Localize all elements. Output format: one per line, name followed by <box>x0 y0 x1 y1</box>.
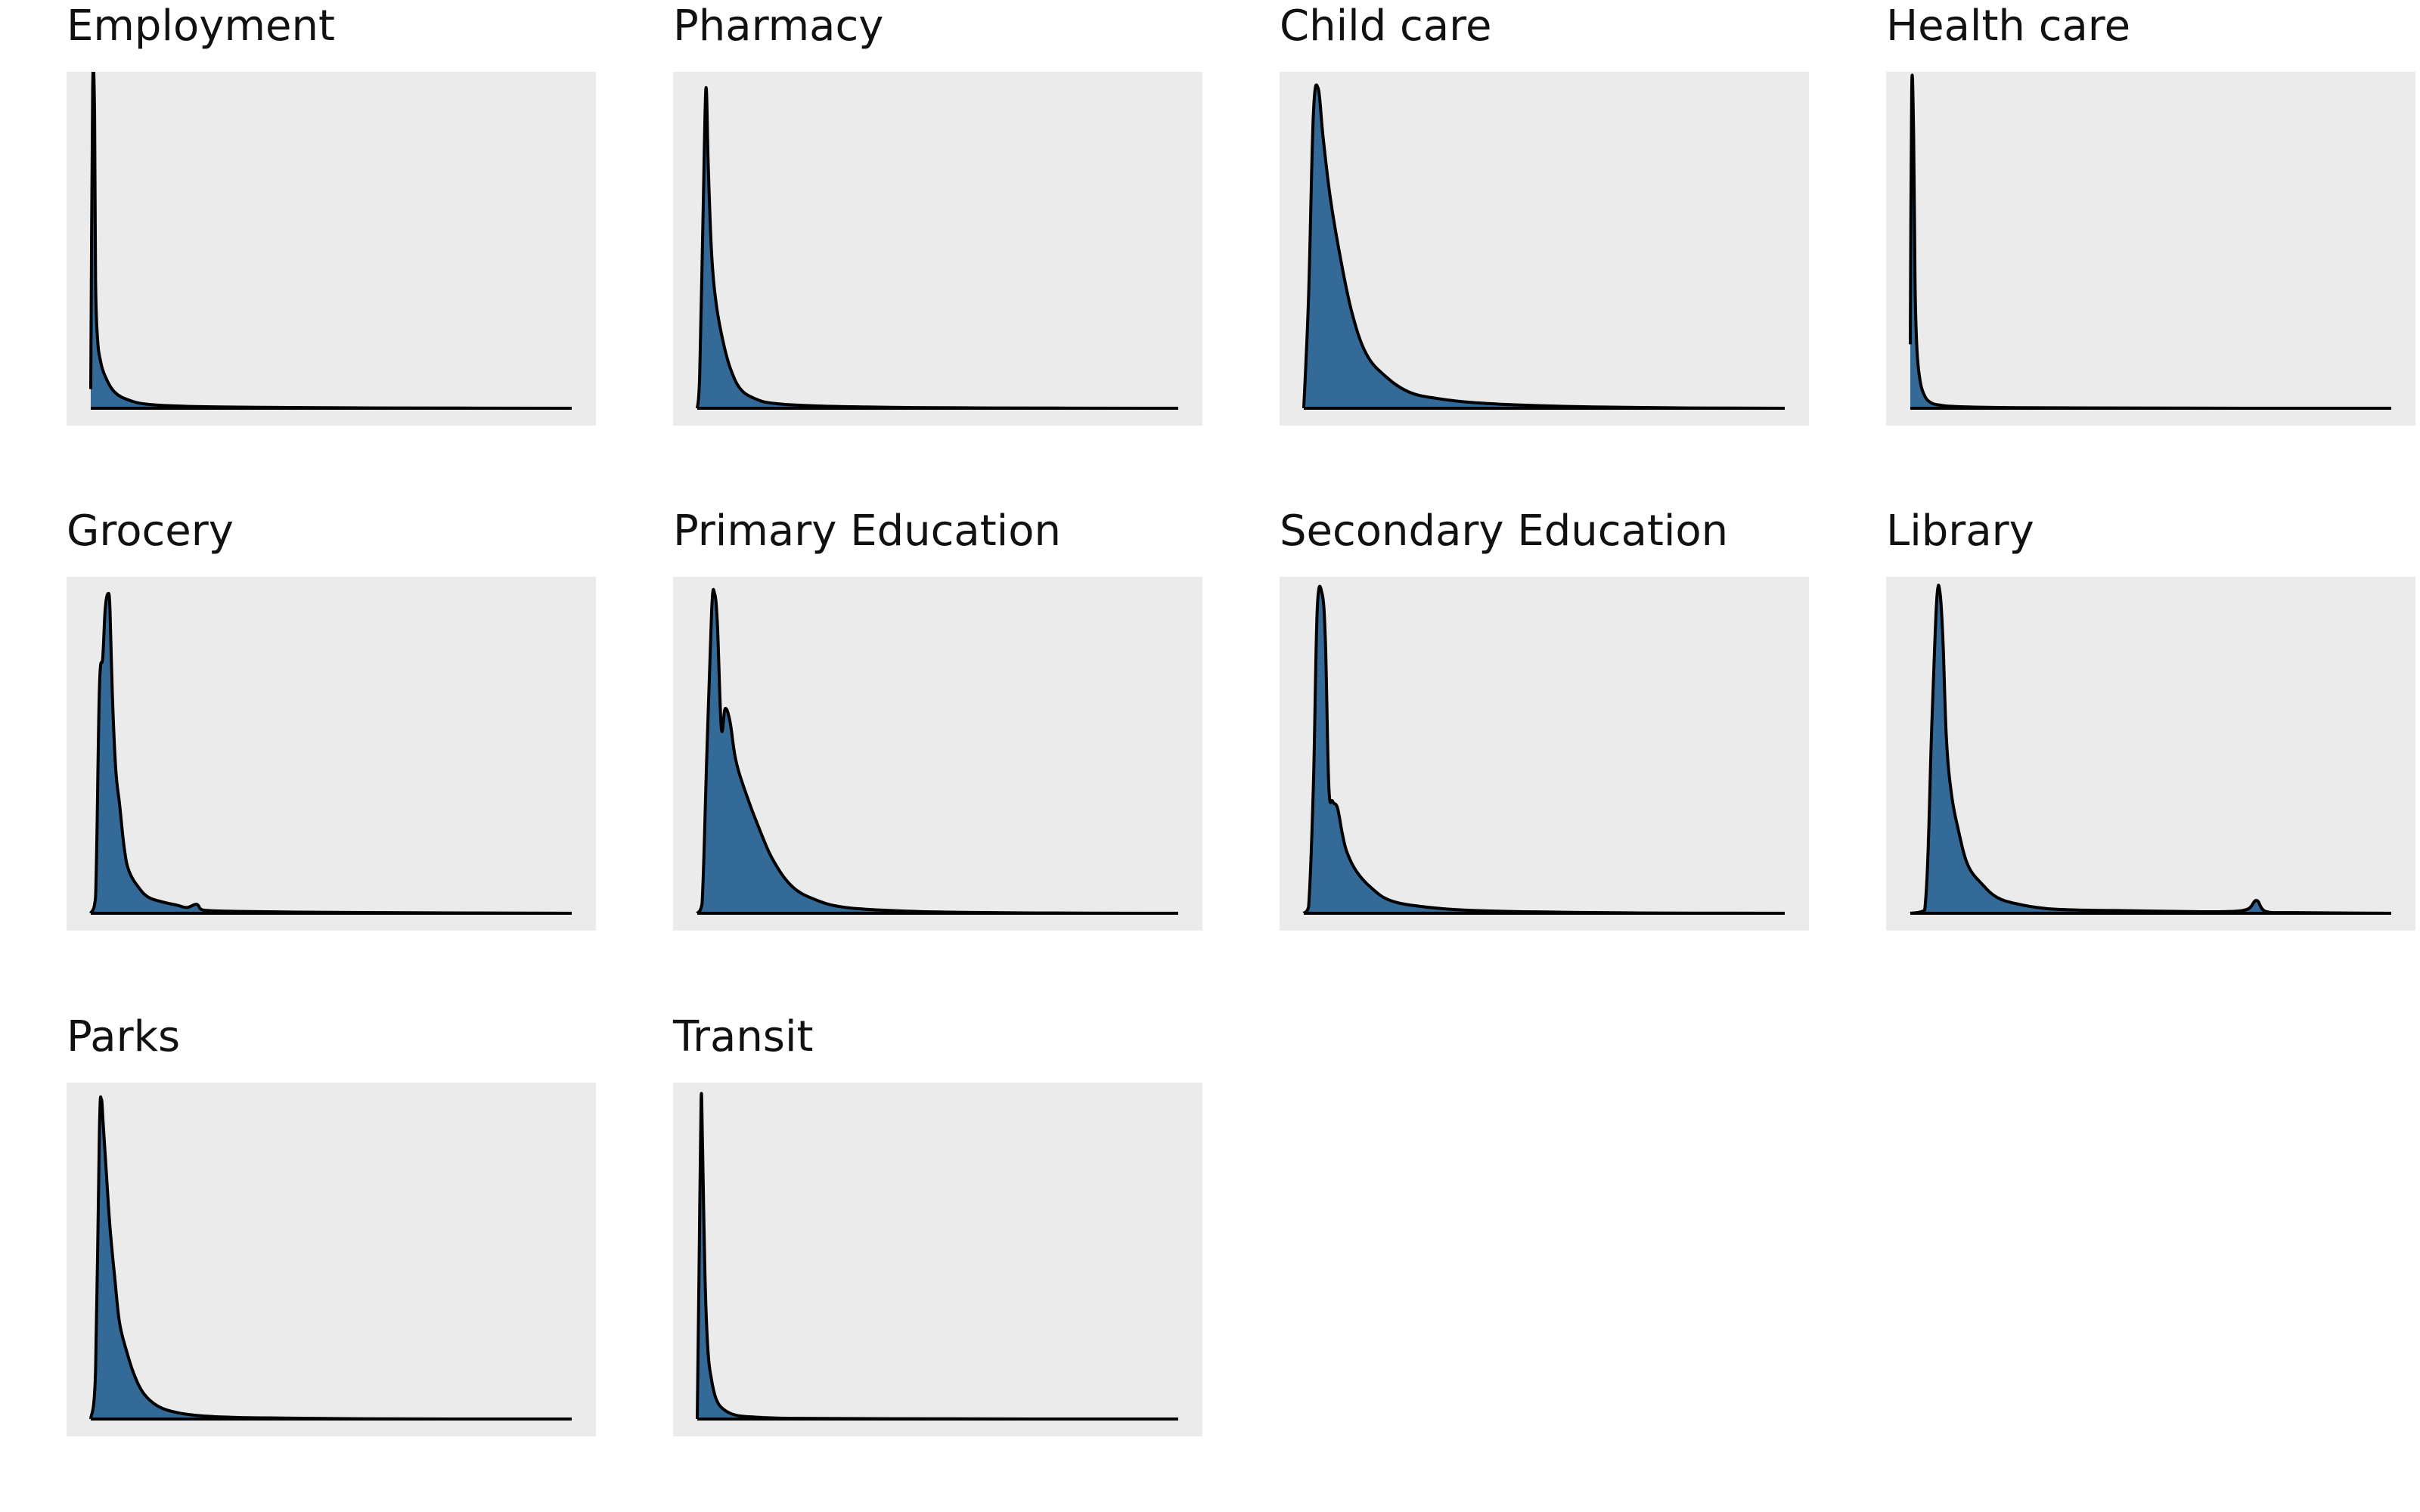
plot-background <box>67 577 596 931</box>
plot-background <box>1886 72 2415 426</box>
density-plot <box>67 1083 596 1436</box>
panel-title: Grocery <box>67 507 234 556</box>
density-plot <box>67 72 596 426</box>
density-plot <box>673 577 1202 931</box>
density-area <box>697 589 1178 913</box>
panel-title: Child care <box>1280 2 1492 51</box>
plot-background <box>1886 577 2415 931</box>
density-line <box>1302 83 1786 410</box>
plot-background <box>67 72 596 426</box>
density-line <box>1910 584 2392 915</box>
plot-background <box>67 1083 596 1436</box>
density-line <box>89 591 572 915</box>
density-area <box>1304 85 1785 408</box>
density-line <box>1302 584 1786 915</box>
density-plot <box>67 577 596 931</box>
panel-title: Primary Education <box>673 507 1061 556</box>
panel-title: Pharmacy <box>673 2 884 51</box>
plot-background <box>673 1083 1202 1436</box>
plot-background <box>1280 577 1809 931</box>
panel-title: Transit <box>673 1012 814 1061</box>
panel-title: Parks <box>67 1012 181 1061</box>
panel-title: Employment <box>67 2 335 51</box>
density-area <box>1910 585 2391 913</box>
panel-title: Secondary Education <box>1280 507 1729 556</box>
density-plot <box>1886 72 2415 426</box>
density-plot <box>673 72 1202 426</box>
density-area <box>1304 586 1785 913</box>
density-plot <box>673 1083 1202 1436</box>
panel-title: Library <box>1886 507 2034 556</box>
density-plot <box>1280 72 1809 426</box>
density-line <box>696 587 1179 915</box>
panel-title: Health care <box>1886 2 2131 51</box>
density-plot <box>1280 577 1809 931</box>
density-plot <box>1886 577 2415 931</box>
plot-background <box>673 72 1202 426</box>
